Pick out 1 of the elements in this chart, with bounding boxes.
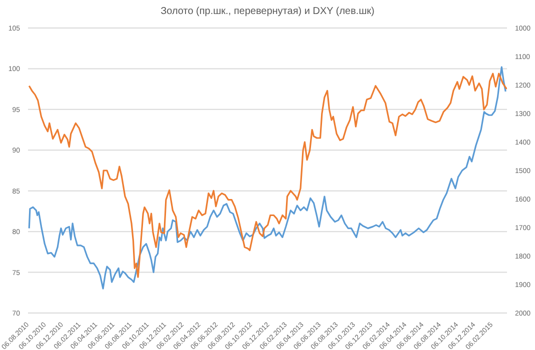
chart-title: Золото (пр.шк., перевернутая) и DXY (лев.шк) [160,6,376,17]
